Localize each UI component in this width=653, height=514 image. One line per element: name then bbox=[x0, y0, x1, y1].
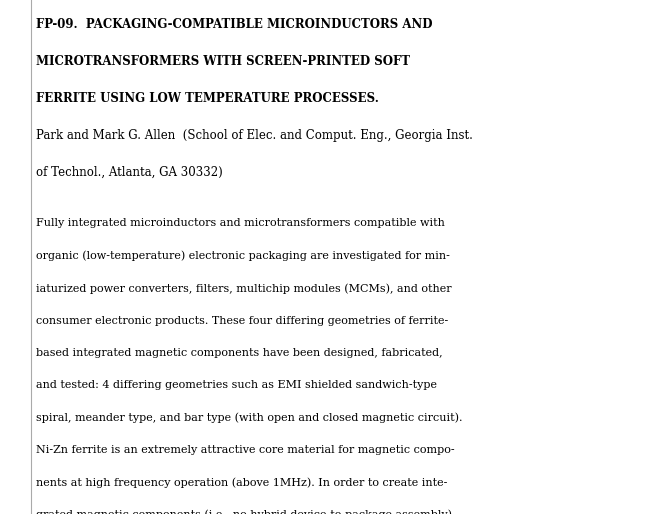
Text: grated magnetic components (i.e., no hybrid device-to-package assembly): grated magnetic components (i.e., no hyb… bbox=[36, 510, 452, 514]
Text: FP-09.  PACKAGING-COMPATIBLE MICROINDUCTORS AND: FP-09. PACKAGING-COMPATIBLE MICROINDUCTO… bbox=[36, 18, 432, 31]
Text: MICROTRANSFORMERS WITH SCREEN-PRINTED SOFT: MICROTRANSFORMERS WITH SCREEN-PRINTED SO… bbox=[36, 55, 410, 68]
Text: organic (low-temperature) electronic packaging are investigated for min-: organic (low-temperature) electronic pac… bbox=[36, 251, 450, 262]
Text: of Technol., Atlanta, GA 30332): of Technol., Atlanta, GA 30332) bbox=[36, 166, 223, 179]
Text: consumer electronic products. These four differing geometries of ferrite-: consumer electronic products. These four… bbox=[36, 316, 448, 325]
Text: Ni-Zn ferrite is an extremely attractive core material for magnetic compo-: Ni-Zn ferrite is an extremely attractive… bbox=[36, 445, 454, 455]
Text: Fully integrated microinductors and microtransformers compatible with: Fully integrated microinductors and micr… bbox=[36, 218, 445, 228]
Text: FERRITE USING LOW TEMPERATURE PROCESSES.: FERRITE USING LOW TEMPERATURE PROCESSES. bbox=[36, 92, 379, 105]
Text: and tested: 4 differing geometries such as EMI shielded sandwich-type: and tested: 4 differing geometries such … bbox=[36, 380, 437, 390]
Text: nents at high frequency operation (above 1MHz). In order to create inte-: nents at high frequency operation (above… bbox=[36, 478, 447, 488]
Text: FERRITE USING LOW TEMPERATURE PROCESSES.: FERRITE USING LOW TEMPERATURE PROCESSES. bbox=[0, 513, 1, 514]
Text: spiral, meander type, and bar type (with open and closed magnetic circuit).: spiral, meander type, and bar type (with… bbox=[36, 413, 462, 424]
Text: based integrated magnetic components have been designed, fabricated,: based integrated magnetic components hav… bbox=[36, 348, 443, 358]
Text: Park and Mark G. Allen  (School of Elec. and Comput. Eng., Georgia Inst.: Park and Mark G. Allen (School of Elec. … bbox=[36, 129, 473, 142]
Text: iaturized power converters, filters, multichip modules (MCMs), and other: iaturized power converters, filters, mul… bbox=[36, 283, 451, 294]
